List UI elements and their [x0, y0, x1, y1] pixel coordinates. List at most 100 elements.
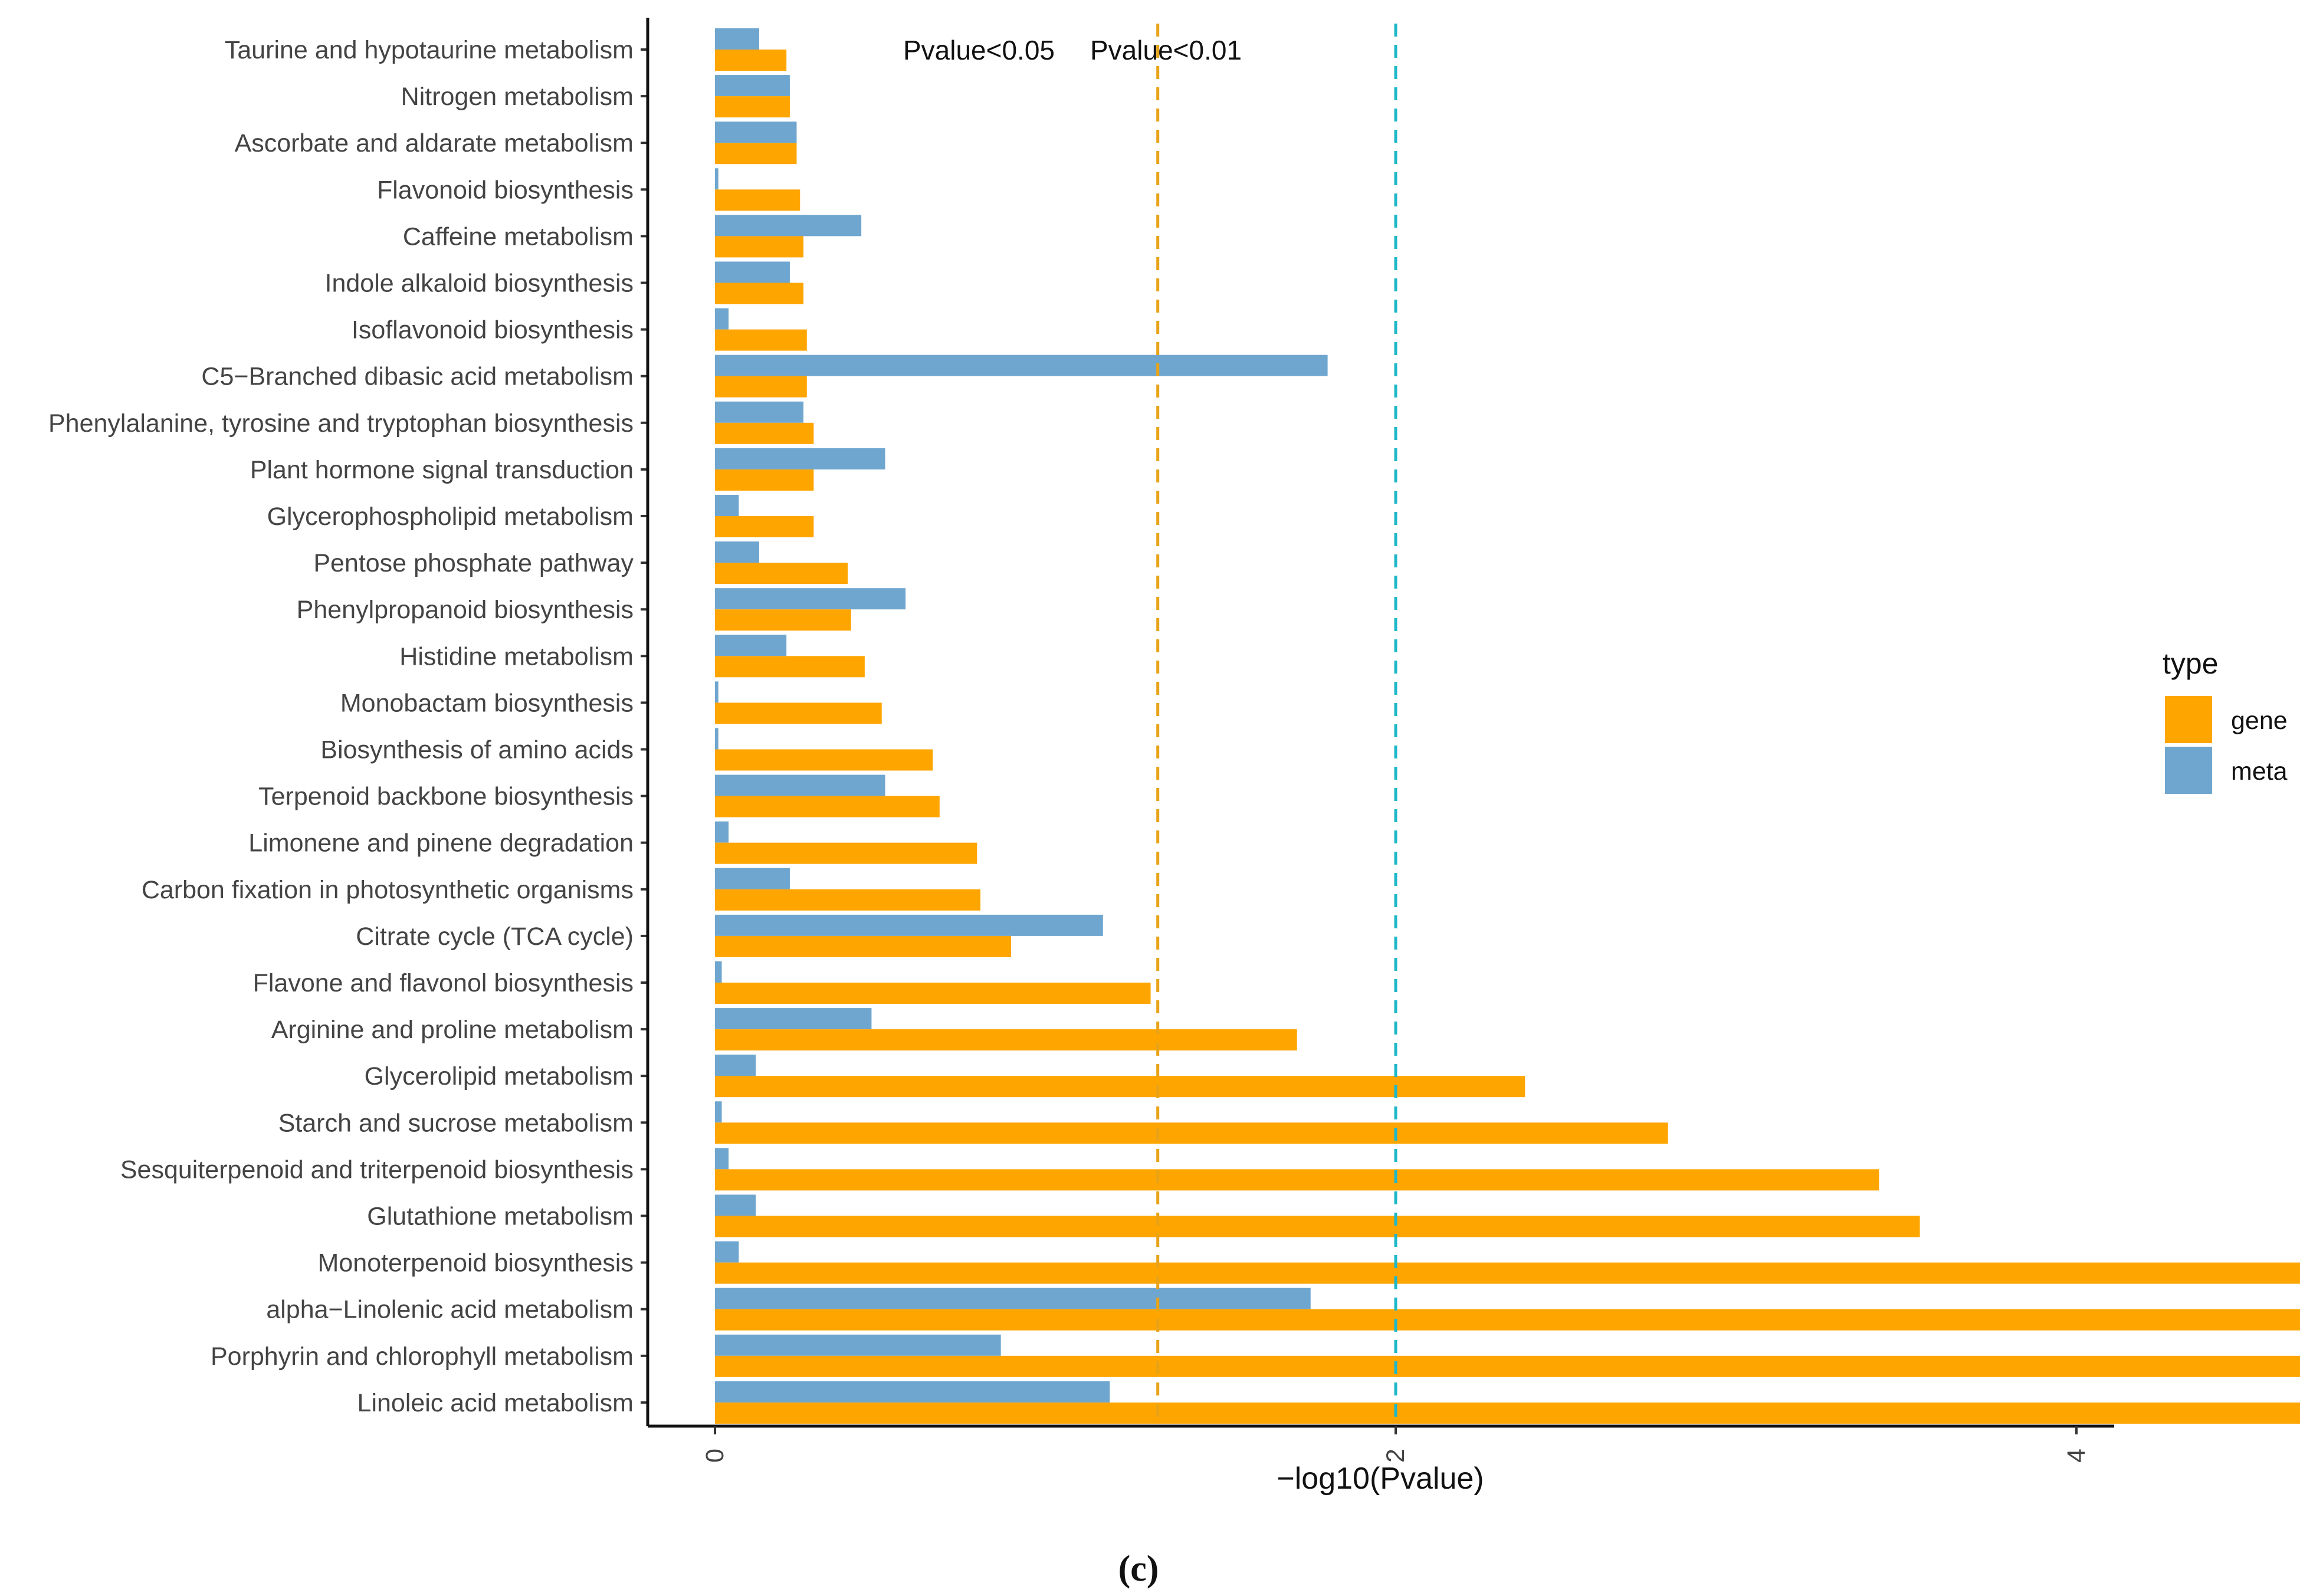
category-label: Monobactam biosynthesis [340, 689, 634, 717]
category-label: Limonene and pinene degradation [248, 829, 634, 858]
bar-gene [715, 609, 851, 631]
bar-gene [715, 1262, 2300, 1284]
bar-meta [715, 75, 790, 97]
bar-gene [715, 1355, 2300, 1377]
x-tick-label: 0 [701, 1449, 729, 1463]
reference-line-label: Pvalue<0.05 [903, 35, 1055, 65]
category-label: C5−Branched dibasic acid metabolism [201, 363, 634, 391]
category-label: Histidine metabolism [399, 642, 634, 671]
bar-meta [715, 1008, 872, 1030]
bar-meta [715, 1055, 756, 1076]
bar-meta [715, 495, 739, 516]
bar-gene [715, 422, 814, 444]
category-label: Glutathione metabolism [367, 1203, 634, 1231]
bar-meta [715, 1241, 739, 1263]
reference-lines: Pvalue<0.05 Pvalue<0.01 [903, 24, 1397, 1426]
category-label: Carbon fixation in photosynthetic organi… [142, 876, 634, 904]
bar-meta [715, 28, 760, 50]
bar-meta [715, 914, 1103, 936]
bar-gene [715, 796, 940, 817]
bar-meta [715, 588, 906, 610]
bar-meta [715, 541, 760, 563]
legend-label-meta: meta [2231, 757, 2288, 786]
bar-gene [715, 376, 807, 398]
bar-gene [715, 749, 933, 771]
bar-gene [715, 889, 981, 911]
bar-gene [715, 143, 797, 165]
bar-gene [715, 50, 787, 71]
bar-meta [715, 821, 729, 843]
bar-gene [715, 283, 804, 304]
bar-meta [715, 728, 718, 750]
x-tick-label: 2 [1382, 1449, 1410, 1463]
bar-meta [715, 1288, 1311, 1309]
category-label: Porphyrin and chlorophyll metabolism [211, 1342, 634, 1371]
bar-gene [715, 702, 882, 724]
x-tick-label: 4 [2062, 1449, 2091, 1463]
figure-caption: (c) [1118, 1549, 1159, 1589]
category-labels: Taurine and hypotaurine metabolism Nitrog… [48, 36, 634, 1417]
bar-gene [715, 189, 800, 211]
category-label: Terpenoid backbone biosynthesis [258, 783, 634, 811]
legend-swatch-meta [2165, 747, 2212, 794]
reference-line-label: Pvalue<0.01 [1090, 35, 1242, 65]
category-label: Caffeine metabolism [403, 222, 634, 251]
bar-gene [715, 1029, 1297, 1051]
bar-gene [715, 1402, 2300, 1424]
bar-meta [715, 1148, 729, 1170]
category-label: Isoflavonoid biosynthesis [352, 316, 634, 344]
category-label: Arginine and proline metabolism [271, 1016, 634, 1044]
axes [641, 18, 2114, 1434]
bar-gene [715, 656, 865, 678]
bar-gene [715, 96, 790, 118]
bar-gene [715, 1216, 1920, 1237]
category-label: Ascorbate and aldarate metabolism [235, 129, 634, 157]
bar-meta [715, 401, 804, 423]
bar-meta [715, 448, 885, 469]
bar-meta [715, 261, 790, 283]
category-label: Indole alkaloid biosynthesis [325, 270, 634, 298]
bar-gene [715, 842, 977, 864]
bar-meta [715, 635, 787, 656]
bar-gene [715, 935, 1011, 957]
category-label: Sesquiterpenoid and triterpenoid biosynt… [120, 1155, 634, 1184]
bar-meta [715, 1381, 1110, 1403]
bar-gene [715, 1122, 1668, 1144]
bar-layer [715, 28, 2300, 1424]
category-label: Pentose phosphate pathway [313, 549, 634, 577]
category-label: Nitrogen metabolism [401, 83, 634, 111]
category-label: Flavonoid biosynthesis [377, 176, 634, 204]
bar-gene [715, 563, 848, 584]
bar-meta [715, 308, 729, 330]
legend-label-gene: gene [2231, 707, 2288, 735]
bar-meta [715, 681, 718, 703]
category-label: Glycerolipid metabolism [365, 1062, 634, 1091]
bar-gene [715, 469, 814, 491]
bar-meta [715, 1334, 1001, 1356]
category-label: alpha−Linolenic acid metabolism [266, 1296, 634, 1324]
bar-gene [715, 516, 814, 537]
legend: type gene meta [2163, 647, 2288, 794]
bar-meta [715, 868, 790, 889]
category-label: Glycerophospholipid metabolism [267, 503, 634, 531]
bar-gene [715, 1076, 1525, 1098]
bar-gene [715, 1309, 2300, 1331]
category-label: Linoleic acid metabolism [357, 1389, 634, 1417]
category-label: Citrate cycle (TCA cycle) [356, 922, 634, 951]
category-label: Monoterpenoid biosynthesis [318, 1249, 634, 1278]
bar-gene [715, 329, 807, 351]
category-label: Plant hormone signal transduction [250, 456, 634, 484]
bar-meta [715, 961, 722, 983]
category-label: Phenylpropanoid biosynthesis [297, 596, 634, 624]
category-label: Taurine and hypotaurine metabolism [225, 36, 634, 64]
bar-gene [715, 1169, 1879, 1191]
bar-meta [715, 215, 862, 237]
bar-meta [715, 1101, 722, 1123]
bar-meta [715, 774, 885, 796]
legend-swatch-gene [2165, 696, 2212, 743]
x-tick-labels: 02468 [701, 1449, 2091, 1463]
bar-gene [715, 983, 1151, 1004]
category-label: Biosynthesis of amino acids [320, 736, 634, 764]
x-axis-title: −log10(Pvalue) [1277, 1462, 1484, 1496]
